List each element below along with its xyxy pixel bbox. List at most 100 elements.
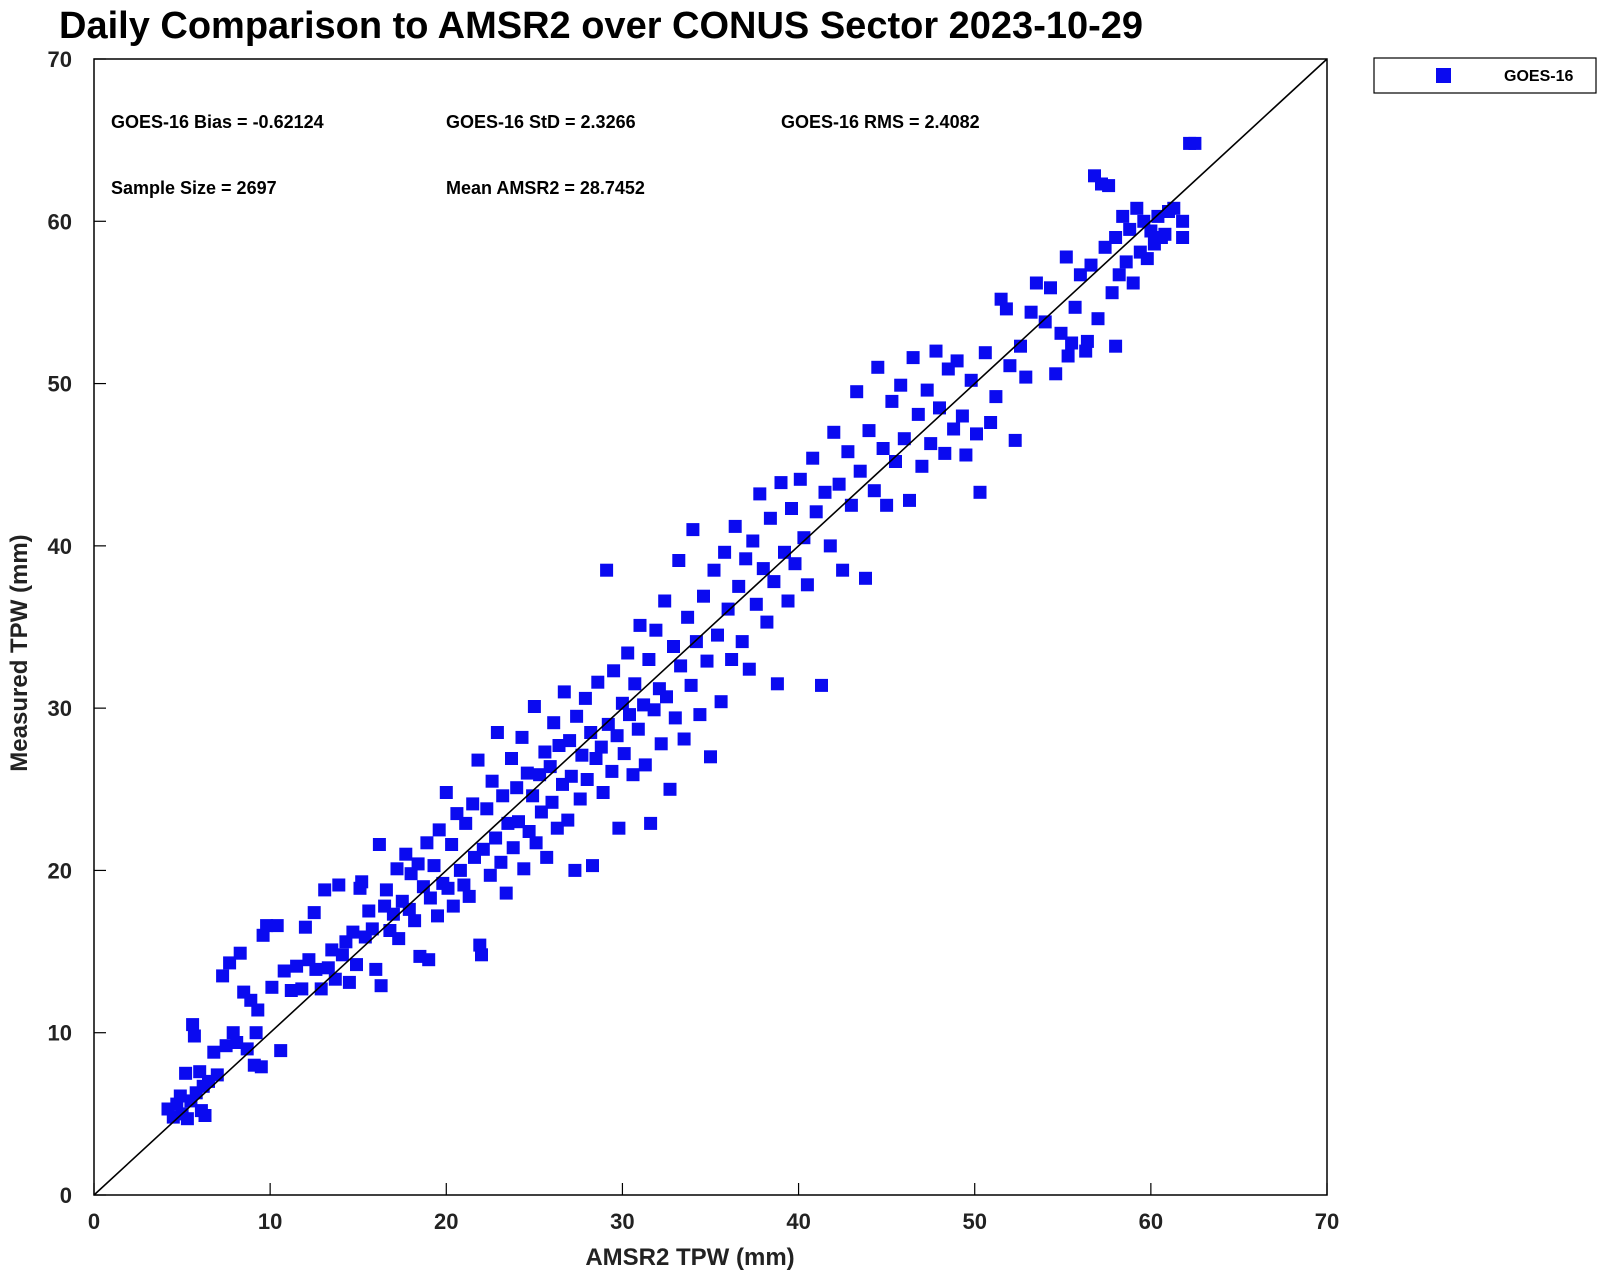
data-point — [379, 883, 393, 897]
data-point — [207, 1045, 221, 1059]
data-point — [230, 1036, 244, 1049]
data-point — [589, 752, 603, 765]
data-point — [216, 969, 230, 983]
sample-size-annotation: Sample Size = 2697 — [111, 178, 277, 198]
data-point — [1140, 252, 1154, 266]
data-point — [959, 448, 973, 462]
data-point — [1061, 349, 1075, 363]
data-point — [689, 635, 703, 649]
data-point — [471, 753, 485, 767]
data-point — [989, 390, 1003, 404]
data-point — [1130, 201, 1144, 215]
data-point — [540, 850, 554, 864]
data-point — [369, 962, 383, 976]
data-point — [1068, 300, 1082, 314]
data-point — [623, 708, 636, 722]
data-point — [483, 868, 497, 882]
axis-ticks: 0 10 20 30 40 50 60 70 0 10 20 30 40 50 60 70 — [48, 47, 1340, 1234]
data-point — [210, 1068, 224, 1082]
data-point — [903, 493, 916, 507]
data-point — [596, 786, 610, 799]
data-point — [446, 899, 460, 913]
data-point — [677, 732, 691, 746]
data-point — [663, 782, 677, 796]
y-tick-label: 50 — [48, 372, 72, 397]
data-point — [517, 862, 531, 876]
data-point — [885, 394, 899, 408]
data-point — [1098, 240, 1112, 254]
data-point — [797, 531, 811, 545]
data-point — [1112, 268, 1126, 282]
data-point — [1080, 334, 1094, 348]
data-point — [859, 571, 872, 585]
y-tick-label: 20 — [48, 858, 72, 883]
data-point — [876, 442, 890, 455]
data-point — [529, 836, 543, 850]
data-point — [871, 360, 885, 374]
data-point — [290, 959, 304, 973]
data-point — [499, 886, 513, 900]
data-point — [978, 346, 992, 360]
y-tick-label: 0 — [60, 1183, 72, 1208]
data-point — [404, 867, 418, 881]
data-point — [721, 602, 735, 616]
data-point — [894, 378, 908, 392]
data-point — [697, 589, 710, 603]
data-point — [490, 726, 504, 739]
y-tick-label: 30 — [48, 696, 72, 721]
data-point — [260, 919, 274, 933]
data-point — [439, 786, 453, 799]
data-point — [550, 821, 564, 835]
y-tick-label: 40 — [48, 534, 72, 559]
data-point — [644, 816, 658, 830]
data-point — [681, 610, 695, 624]
data-point — [570, 709, 584, 723]
data-point — [586, 859, 599, 873]
data-point — [806, 451, 820, 465]
data-point — [906, 351, 920, 365]
legend-box — [1373, 57, 1597, 94]
data-point — [374, 979, 388, 993]
data-point — [832, 477, 846, 491]
data-point — [725, 653, 739, 666]
data-point — [1024, 305, 1038, 319]
data-point — [674, 659, 688, 673]
data-point — [1054, 326, 1068, 340]
data-point — [853, 464, 867, 478]
data-point — [1109, 339, 1123, 353]
data-point — [637, 698, 651, 712]
y-tick-label: 60 — [48, 209, 72, 234]
data-point — [605, 764, 619, 778]
x-tick-label: 10 — [258, 1209, 282, 1234]
data-point — [408, 914, 422, 928]
data-point — [547, 716, 561, 730]
data-point — [647, 703, 661, 717]
data-point — [450, 807, 464, 821]
data-point — [510, 781, 524, 795]
data-point — [1065, 336, 1079, 350]
data-point — [601, 717, 615, 731]
data-point — [1119, 255, 1133, 269]
data-point — [1008, 433, 1022, 447]
data-point — [707, 563, 721, 577]
data-point — [254, 1060, 268, 1074]
data-point — [365, 922, 379, 936]
data-point — [402, 902, 416, 916]
x-tick-label: 50 — [962, 1209, 986, 1234]
data-point — [970, 427, 983, 441]
data-point — [827, 425, 841, 439]
data-point — [642, 653, 656, 666]
legend: GOES-16 — [1373, 57, 1597, 94]
data-point — [714, 695, 728, 709]
data-point — [929, 344, 943, 358]
data-point — [693, 708, 707, 722]
data-point — [342, 975, 356, 989]
data-point — [427, 859, 441, 873]
data-point — [580, 773, 594, 786]
legend-marker-square — [1436, 68, 1451, 83]
data-point — [512, 815, 525, 829]
data-point — [649, 623, 663, 637]
data-point — [607, 664, 621, 678]
data-point — [809, 505, 823, 519]
plot-area — [93, 58, 1328, 1196]
